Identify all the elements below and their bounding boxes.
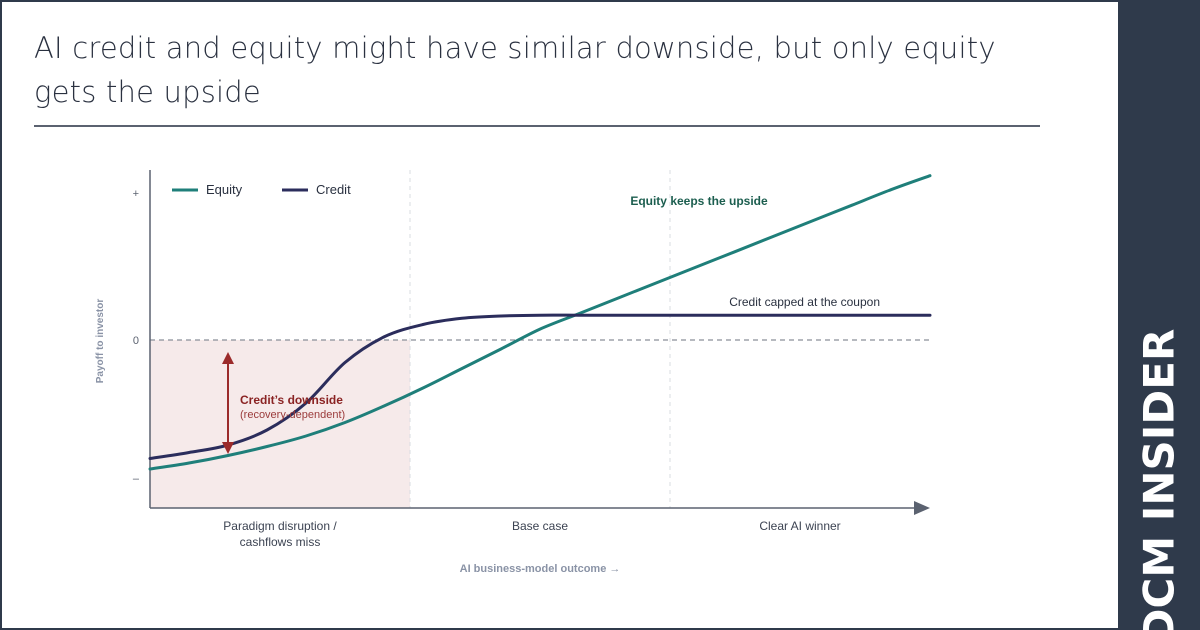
- y-tick-label: –: [133, 473, 140, 485]
- x-axis-arrow: [914, 501, 930, 515]
- series-line-credit: [148, 313, 932, 460]
- x-tick-label: Clear AI winner: [759, 519, 840, 533]
- legend-label-equity: Equity: [206, 182, 243, 197]
- x-tick-label: Paradigm disruption /: [223, 519, 337, 533]
- downside-annotation-subtitle: (recovery-dependent): [240, 409, 345, 421]
- brand-sidebar: [1118, 0, 1200, 630]
- page-title: AI credit and equity might have similar …: [34, 31, 996, 109]
- series-line-equity: [148, 174, 932, 471]
- credit-cap-annotation: Credit capped at the coupon: [729, 295, 880, 309]
- upside-annotation: Equity keeps the upside: [630, 194, 768, 208]
- y-tick-label: +: [133, 188, 139, 200]
- x-axis-title: AI business-model outcome →: [460, 563, 621, 575]
- downside-arrow-head-bottom: [222, 442, 234, 454]
- downside-arrow-head-top: [222, 352, 234, 364]
- downside-annotation-title: Credit’s downside: [240, 393, 343, 407]
- title-divider: [34, 125, 1040, 127]
- x-tick-label: Base case: [512, 519, 568, 533]
- x-tick-label: cashflows miss: [240, 535, 321, 549]
- y-axis-title: Payoff to investor: [95, 299, 106, 384]
- legend-label-credit: Credit: [316, 182, 351, 197]
- brand-logo: DCM INSIDER: [1134, 328, 1184, 630]
- y-tick-label: 0: [133, 335, 139, 347]
